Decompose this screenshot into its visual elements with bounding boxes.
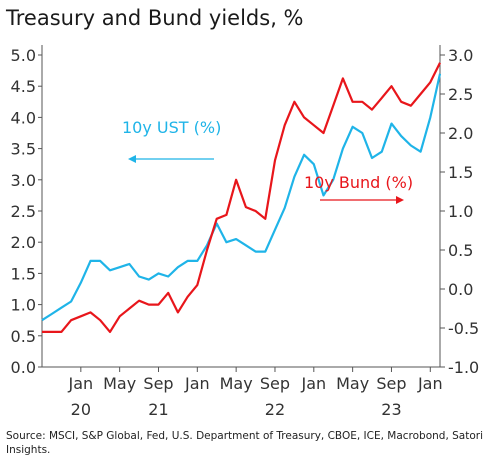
left-tick-label: 3.5 [11, 140, 36, 159]
left-tick-label: 2.0 [11, 233, 36, 252]
ust-series-line [41, 73, 442, 322]
x-tick-label: May [103, 374, 136, 393]
x-tick-label: Jan [184, 374, 210, 393]
left-tick-label: 4.0 [11, 108, 36, 127]
x-tick-label: Jan [67, 374, 93, 393]
right-tick-label: 0.5 [448, 241, 473, 260]
left-tick-label: 1.5 [11, 264, 36, 283]
annotations: 10y UST (%) 10y Bund (%) [122, 118, 413, 204]
left-tick-label: 3.0 [11, 171, 36, 190]
left-tick-label: 5.0 [11, 46, 36, 65]
left-tick-label: 1.0 [11, 296, 36, 315]
x-year-label: 23 [381, 400, 401, 419]
x-axis: Jan May Sep Jan May Sep Jan May Sep Jan 20 21 22 23 [67, 367, 443, 419]
left-tick-label: 0.0 [11, 358, 36, 377]
bund-series-line [42, 62, 441, 333]
x-tick-label: Sep [143, 374, 173, 393]
right-tick-label: -0.5 [448, 319, 479, 338]
right-tick-label: 1.0 [448, 202, 473, 221]
chart-area: 0.0 0.5 1.0 1.5 2.0 2.5 3.0 3.5 4.0 4.5 5.0 -1.0 -0… [11, 45, 479, 419]
x-tick-label: Jan [300, 374, 326, 393]
right-tick-label: 1.5 [448, 163, 473, 182]
bund-annotation-label: 10y Bund (%) [304, 173, 413, 192]
right-tick-label: -1.0 [448, 358, 479, 377]
x-tick-label: Sep [376, 374, 406, 393]
left-tick-label: 2.5 [11, 202, 36, 221]
right-tick-label: 2.0 [448, 124, 473, 143]
right-y-axis: -1.0 -0.5 0.0 0.5 1.0 1.5 2.0 2.5 3.0 [440, 46, 479, 377]
x-tick-label: Sep [260, 374, 290, 393]
x-year-label: 21 [148, 400, 168, 419]
chart-title: Treasury and Bund yields, % [6, 6, 304, 30]
right-tick-label: 2.5 [448, 85, 473, 104]
series-layer [41, 62, 442, 333]
left-y-axis: 0.0 0.5 1.0 1.5 2.0 2.5 3.0 3.5 4.0 4.5 5.0 [11, 46, 42, 377]
x-year-label: 20 [71, 400, 91, 419]
x-tick-label: May [336, 374, 369, 393]
x-tick-label: Jan [417, 374, 443, 393]
x-tick-label: May [220, 374, 253, 393]
source-note: Source: MSCI, S&P Global, Fed, U.S. Depa… [6, 430, 484, 456]
ust-annotation-label: 10y UST (%) [122, 118, 221, 137]
right-tick-label: 0.0 [448, 280, 473, 299]
axes [41, 45, 441, 368]
left-tick-label: 4.5 [11, 77, 36, 96]
x-year-label: 22 [265, 400, 285, 419]
right-tick-label: 3.0 [448, 46, 473, 65]
left-tick-label: 0.5 [11, 327, 36, 346]
